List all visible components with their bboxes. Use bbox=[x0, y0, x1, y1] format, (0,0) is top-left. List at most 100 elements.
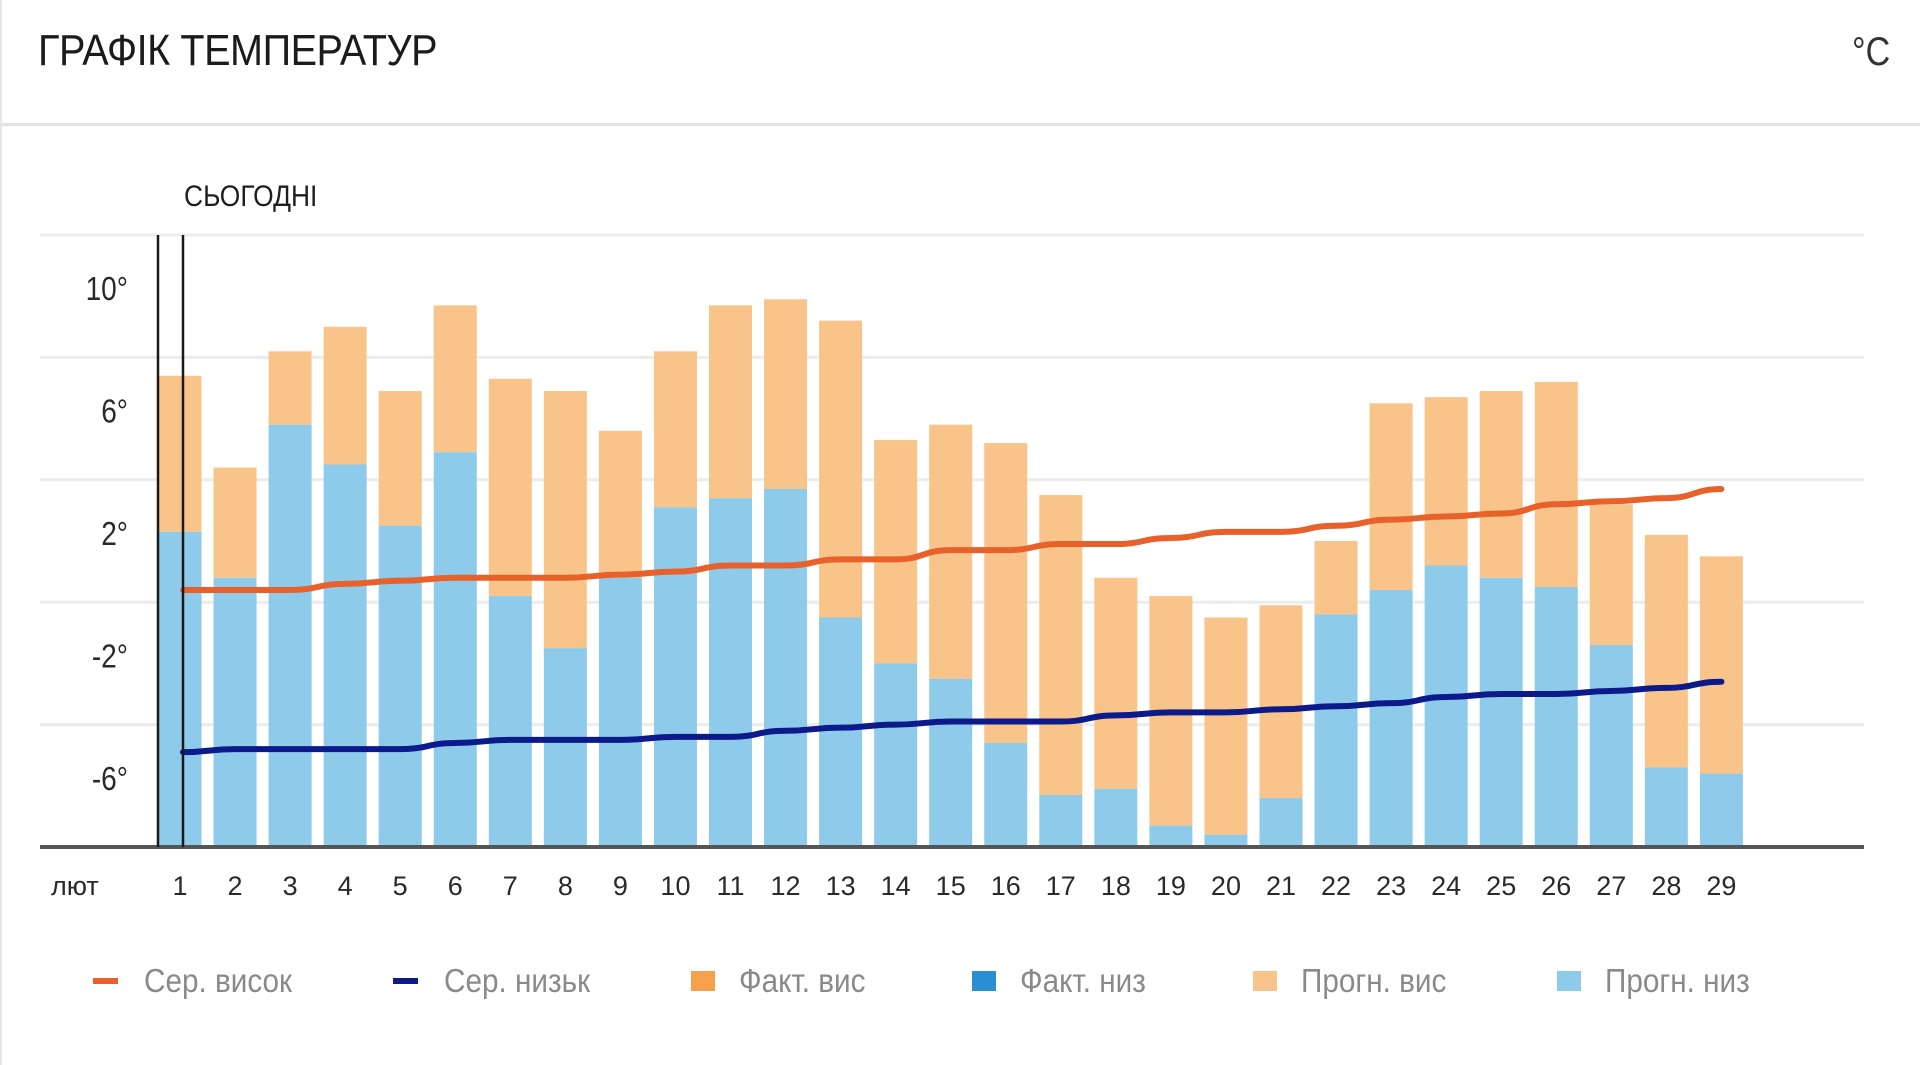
x-tick-label: 28 bbox=[1651, 871, 1681, 901]
x-tick-label: 11 bbox=[716, 871, 744, 901]
x-tick-label: 26 bbox=[1541, 871, 1571, 901]
x-tick-label: 15 bbox=[936, 871, 966, 901]
bar-forecast-high bbox=[488, 378, 532, 597]
x-tick-label: 27 bbox=[1596, 871, 1626, 901]
legend-item-avg-high[interactable]: Сер. висок bbox=[93, 956, 309, 1006]
x-tick-label: 12 bbox=[771, 871, 801, 901]
x-tick-label: 5 bbox=[393, 871, 408, 901]
x-tick-label: 3 bbox=[283, 871, 298, 901]
bar-forecast-high bbox=[1424, 397, 1468, 566]
bar-forecast-low bbox=[929, 678, 973, 847]
legend-label: Факт. вис bbox=[739, 962, 866, 999]
x-tick-label: 21 bbox=[1266, 871, 1296, 901]
bar-forecast-high bbox=[874, 440, 918, 664]
axis-layer: 10°6°2°-2°-6°1 2 3 4 5 6 7 8 9 10 11 12 13 14 15 16 17 18… bbox=[40, 235, 1864, 901]
bar-forecast-high bbox=[653, 351, 697, 508]
bar-layer bbox=[158, 299, 1743, 847]
bar-forecast-low bbox=[1699, 773, 1743, 847]
bar-forecast-high bbox=[433, 305, 477, 453]
bar-forecast-low bbox=[1479, 577, 1523, 847]
bar-forecast-low bbox=[1534, 586, 1578, 847]
bar-forecast-low bbox=[1204, 834, 1248, 847]
x-tick-label: 8 bbox=[558, 871, 573, 901]
y-tick-label: -2° bbox=[92, 638, 128, 675]
unit-toggle-celsius[interactable]: °C bbox=[1852, 30, 1891, 74]
bar-forecast-low bbox=[764, 488, 808, 847]
header-divider bbox=[0, 123, 1920, 126]
bar-forecast-low bbox=[653, 507, 697, 847]
month-label: лют bbox=[51, 871, 99, 901]
x-tick-label: 4 bbox=[338, 871, 353, 901]
bar-forecast-high bbox=[1479, 391, 1523, 578]
bar-forecast-low bbox=[874, 663, 918, 847]
line-layer bbox=[180, 485, 1725, 756]
legend-item-forecast-low[interactable]: Прогн. низ bbox=[1557, 956, 1766, 1006]
legend-swatch-actual-low-icon bbox=[972, 971, 996, 991]
bar-forecast-low bbox=[1644, 767, 1688, 847]
legend-swatch-avg-low-icon bbox=[393, 978, 418, 984]
bar-forecast-high bbox=[1589, 504, 1633, 646]
x-tick-label: 18 bbox=[1101, 871, 1131, 901]
bar-forecast-low bbox=[709, 498, 752, 847]
y-tick-label: 10° bbox=[86, 271, 128, 308]
bar-forecast-low bbox=[378, 525, 422, 847]
bar-forecast-high bbox=[213, 467, 257, 578]
x-tick-label: 2 bbox=[228, 871, 243, 901]
bar-forecast-low bbox=[213, 577, 257, 847]
bar-forecast-high bbox=[598, 430, 642, 578]
bar-forecast-low bbox=[819, 617, 863, 847]
bar-forecast-low bbox=[1149, 825, 1193, 847]
bar-forecast-high bbox=[1204, 617, 1248, 835]
bar-forecast-high bbox=[378, 391, 422, 526]
bar-forecast-high bbox=[543, 391, 587, 649]
line-avg-low bbox=[180, 678, 1725, 756]
bar-forecast-high bbox=[1094, 577, 1138, 789]
legend-item-avg-low[interactable]: Сер. низьк bbox=[393, 956, 606, 1006]
legend-swatch-forecast-high-icon bbox=[1253, 971, 1277, 991]
legend-item-actual-low[interactable]: Факт. низ bbox=[972, 956, 1160, 1006]
bar-forecast-low bbox=[1094, 788, 1138, 847]
line-avg-high bbox=[180, 485, 1725, 593]
legend-label: Сер. висок bbox=[144, 962, 293, 999]
legend-swatch-actual-high-icon bbox=[691, 971, 715, 991]
legend-swatch-forecast-low-icon bbox=[1557, 971, 1581, 991]
bar-forecast-high bbox=[1259, 605, 1303, 799]
bar-forecast-low bbox=[323, 464, 367, 847]
legend-label: Прогн. вис bbox=[1301, 962, 1447, 999]
bar-forecast-high bbox=[1699, 556, 1743, 774]
x-tick-label: 9 bbox=[613, 871, 628, 901]
chart-legend: Сер. висок Сер. низьк Факт. вис Факт. ни… bbox=[0, 956, 1920, 1006]
bar-forecast-high bbox=[1039, 495, 1083, 795]
x-tick-label: 19 bbox=[1156, 871, 1186, 901]
bar-forecast-low bbox=[1039, 794, 1083, 847]
bar-forecast-high bbox=[323, 326, 367, 465]
legend-label: Прогн. низ bbox=[1605, 962, 1750, 999]
bar-forecast-high bbox=[984, 443, 1028, 743]
bar-forecast-low bbox=[268, 424, 312, 847]
bar-forecast-low bbox=[488, 596, 532, 847]
x-tick-label: 1 bbox=[172, 871, 187, 901]
bar-forecast-low bbox=[1369, 589, 1413, 847]
bar-forecast-high bbox=[1644, 534, 1688, 768]
bar-forecast-high bbox=[709, 305, 752, 499]
bar-forecast-low bbox=[1589, 645, 1633, 847]
bar-forecast-low bbox=[1314, 614, 1358, 847]
bar-forecast-high bbox=[1314, 541, 1358, 615]
y-tick-label: 2° bbox=[101, 516, 128, 553]
page-title: ГРАФІК ТЕМПЕРАТУР bbox=[38, 26, 438, 75]
legend-item-actual-high[interactable]: Факт. вис bbox=[691, 956, 880, 1006]
legend-item-forecast-high[interactable]: Прогн. вис bbox=[1253, 956, 1463, 1006]
x-tick-label: 16 bbox=[991, 871, 1021, 901]
bar-forecast-high bbox=[764, 299, 808, 489]
bar-forecast-high bbox=[158, 375, 202, 532]
x-tick-label: 20 bbox=[1211, 871, 1241, 901]
y-tick-label: -6° bbox=[92, 761, 128, 798]
chart-header: ГРАФІК ТЕМПЕРАТУР °C bbox=[0, 0, 1920, 124]
bar-forecast-low bbox=[158, 531, 202, 847]
y-tick-label: 6° bbox=[101, 394, 128, 431]
legend-swatch-avg-high-icon bbox=[93, 978, 118, 984]
x-tick-label: 10 bbox=[660, 871, 690, 901]
legend-label: Факт. низ bbox=[1020, 962, 1146, 999]
x-tick-label: 25 bbox=[1486, 871, 1516, 901]
